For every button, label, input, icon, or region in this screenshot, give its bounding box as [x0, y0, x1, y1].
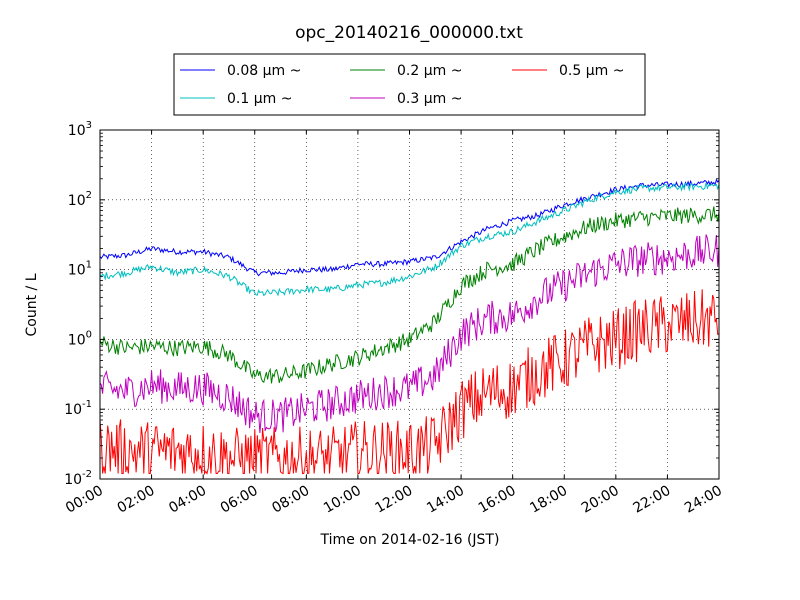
- x-tick-label: 06:00: [218, 483, 261, 517]
- y-tick-label: 103: [68, 120, 92, 139]
- x-tick-label: 02:00: [115, 483, 158, 517]
- legend-box: [173, 53, 646, 116]
- y-tick-label: 10-2: [64, 469, 92, 488]
- x-tick-label: 22:00: [630, 483, 673, 517]
- y-tick-label: 101: [68, 260, 92, 279]
- legend-label: 0.5 μm ~: [559, 63, 624, 79]
- x-axis-label: Time on 2014-02-16 (JST): [320, 532, 500, 548]
- chart-title: opc_20140216_000000.txt: [295, 23, 523, 43]
- y-axis: 10-2 10-1 100 101 102 103: [64, 120, 719, 488]
- series-line-2: [100, 206, 719, 384]
- x-tick-label: 08:00: [269, 483, 312, 517]
- series-line-0: [100, 178, 719, 277]
- x-tick-label: 16:00: [476, 483, 519, 517]
- series-line-3: [100, 234, 719, 434]
- x-tick-label: 14:00: [424, 483, 467, 517]
- series-line-4: [100, 289, 719, 476]
- x-tick-label: 12:00: [373, 483, 416, 517]
- series-line-1: [100, 182, 719, 297]
- y-tick-label: 10-1: [64, 399, 92, 418]
- x-tick-label: 24:00: [682, 483, 725, 517]
- y-tick-label: 102: [68, 190, 92, 209]
- legend-label: 0.3 μm ~: [397, 91, 462, 107]
- x-tick-label: 20:00: [579, 483, 622, 517]
- legend-label: 0.1 μm ~: [227, 91, 292, 107]
- legend-label: 0.08 μm ~: [227, 63, 301, 79]
- y-tick-label: 100: [68, 329, 92, 348]
- x-tick-label: 10:00: [321, 483, 364, 517]
- x-tick-label: 18:00: [527, 483, 570, 517]
- x-tick-label: 04:00: [166, 483, 209, 517]
- y-axis-label: Count / L: [24, 273, 40, 336]
- legend-label: 0.2 μm ~: [397, 63, 462, 79]
- legend: 0.08 μm ~ 0.1 μm ~ 0.2 μm ~ 0.3 μm ~ 0.5 μm …: [173, 53, 646, 116]
- plot-area: [99, 129, 720, 480]
